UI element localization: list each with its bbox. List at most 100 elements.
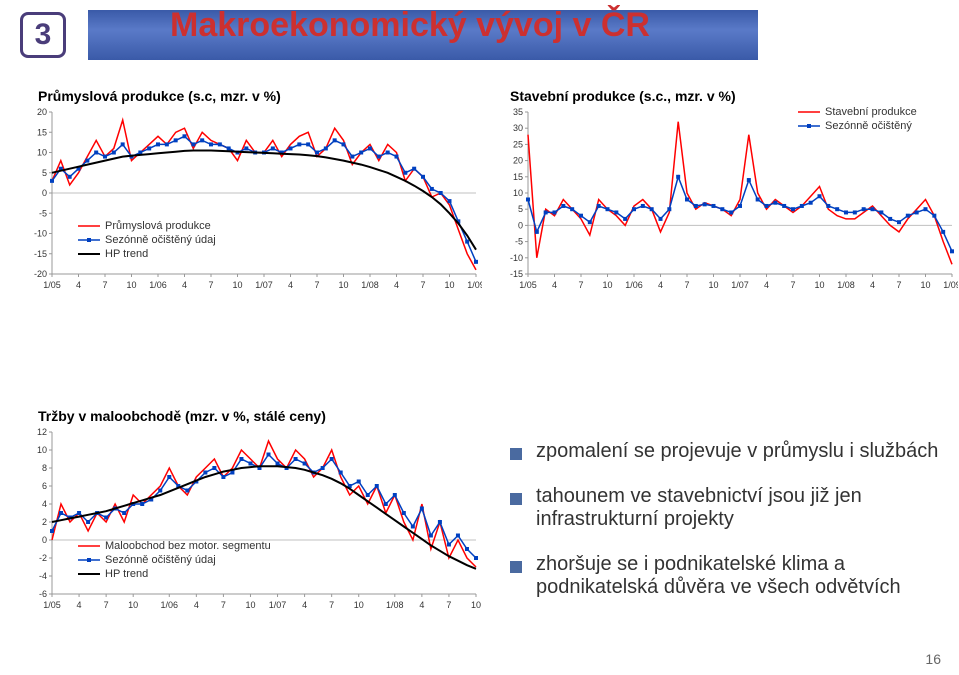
svg-text:15: 15: [513, 172, 523, 182]
svg-text:4: 4: [394, 280, 399, 290]
chart3: -6 -4 -2 0 2 4 6 8 10 12 1/05 4 7 10 1/06 4 7 10 1/07 4 7 10 1…: [22, 426, 482, 616]
svg-text:15: 15: [37, 127, 47, 137]
bullet-text: tahounem ve stavebnictví jsou již jen in…: [536, 485, 950, 531]
svg-text:7: 7: [578, 280, 583, 290]
bullet-marker: [510, 493, 522, 505]
svg-text:8: 8: [42, 463, 47, 473]
chart1-title: Průmyslová produkce (s.c, mzr. v %): [38, 88, 281, 104]
svg-text:10: 10: [37, 148, 47, 158]
svg-text:Stavební produkce: Stavební produkce: [825, 106, 917, 118]
svg-text:10: 10: [920, 280, 930, 290]
svg-text:7: 7: [446, 600, 451, 610]
bullet-item: zhoršuje se i podnikatelské klima a podn…: [510, 553, 950, 599]
svg-text:Maloobchod bez motor. segmentu: Maloobchod bez motor. segmentu: [105, 540, 271, 552]
svg-text:10: 10: [814, 280, 824, 290]
svg-text:5: 5: [42, 168, 47, 178]
svg-text:1/05: 1/05: [43, 600, 61, 610]
svg-text:1/08: 1/08: [837, 280, 855, 290]
svg-text:10: 10: [232, 280, 242, 290]
svg-text:10: 10: [37, 445, 47, 455]
svg-text:7: 7: [420, 280, 425, 290]
svg-text:Sezónně očištěný údaj: Sezónně očištěný údaj: [105, 554, 216, 566]
svg-text:0: 0: [518, 220, 523, 230]
bullet-text: zpomalení se projevuje v průmyslu i služ…: [536, 440, 938, 463]
svg-text:10: 10: [354, 600, 364, 610]
svg-text:7: 7: [102, 280, 107, 290]
svg-text:4: 4: [552, 280, 557, 290]
svg-text:4: 4: [42, 499, 47, 509]
svg-text:7: 7: [104, 600, 109, 610]
svg-text:4: 4: [302, 600, 307, 610]
svg-text:HP trend: HP trend: [105, 248, 148, 260]
svg-text:-2: -2: [39, 553, 47, 563]
svg-text:1/06: 1/06: [161, 600, 179, 610]
svg-text:25: 25: [513, 139, 523, 149]
svg-text:0: 0: [42, 188, 47, 198]
svg-text:7: 7: [208, 280, 213, 290]
svg-text:-10: -10: [34, 229, 47, 239]
svg-text:5: 5: [518, 204, 523, 214]
svg-text:1/07: 1/07: [255, 280, 273, 290]
bullet-text: zhoršuje se i podnikatelské klima a podn…: [536, 553, 950, 599]
svg-text:10: 10: [708, 280, 718, 290]
svg-text:1/05: 1/05: [519, 280, 537, 290]
page-number: 16: [925, 651, 941, 667]
svg-text:1/08: 1/08: [361, 280, 379, 290]
svg-text:10: 10: [126, 280, 136, 290]
chart2-title: Stavební produkce (s.c., mzr. v %): [510, 88, 736, 104]
svg-text:4: 4: [182, 280, 187, 290]
svg-text:1/07: 1/07: [731, 280, 749, 290]
svg-text:-15: -15: [510, 269, 523, 279]
svg-text:12: 12: [37, 427, 47, 437]
bullet-item: zpomalení se projevuje v průmyslu i služ…: [510, 440, 950, 463]
svg-text:30: 30: [513, 123, 523, 133]
svg-text:Sezónně očištěný údaj: Sezónně očištěný údaj: [105, 234, 216, 246]
svg-text:4: 4: [870, 280, 875, 290]
svg-text:7: 7: [684, 280, 689, 290]
svg-text:7: 7: [314, 280, 319, 290]
svg-text:10: 10: [128, 600, 138, 610]
svg-text:4: 4: [419, 600, 424, 610]
svg-text:Sezónně očištěný: Sezónně očištěný: [825, 120, 912, 132]
bullet-list: zpomalení se projevuje v průmyslu i služ…: [510, 440, 950, 621]
svg-text:7: 7: [790, 280, 795, 290]
svg-text:6: 6: [42, 481, 47, 491]
svg-text:-5: -5: [39, 208, 47, 218]
svg-text:-4: -4: [39, 571, 47, 581]
svg-text:-10: -10: [510, 253, 523, 263]
svg-text:-6: -6: [39, 589, 47, 599]
svg-text:10: 10: [513, 188, 523, 198]
bullet-item: tahounem ve stavebnictví jsou již jen in…: [510, 485, 950, 531]
svg-text:1/09: 1/09: [467, 280, 482, 290]
svg-text:2: 2: [42, 517, 47, 527]
chart3-title: Tržby v maloobchodě (mzr. v %, stálé cen…: [38, 408, 326, 424]
svg-text:10: 10: [245, 600, 255, 610]
svg-text:1/06: 1/06: [625, 280, 643, 290]
svg-text:20: 20: [37, 107, 47, 117]
chart1: -20-15-10-5051015201/0547101/0647101/074…: [22, 106, 482, 296]
page-title: Makroekonomický vývoj v ČR: [170, 6, 650, 45]
svg-text:4: 4: [194, 600, 199, 610]
svg-text:10: 10: [444, 280, 454, 290]
svg-text:0: 0: [42, 535, 47, 545]
svg-text:1/08: 1/08: [386, 600, 404, 610]
svg-text:10: 10: [338, 280, 348, 290]
svg-text:-5: -5: [515, 237, 523, 247]
bullet-marker: [510, 448, 522, 460]
svg-text:4: 4: [764, 280, 769, 290]
svg-text:1/07: 1/07: [269, 600, 287, 610]
svg-text:10: 10: [471, 600, 481, 610]
svg-text:35: 35: [513, 107, 523, 117]
chart2: -15-10-5051015202530351/0547101/0647101/…: [498, 106, 958, 296]
slide-number: 3: [20, 12, 66, 58]
svg-text:7: 7: [329, 600, 334, 610]
svg-text:4: 4: [288, 280, 293, 290]
svg-text:1/09: 1/09: [943, 280, 958, 290]
svg-text:-20: -20: [34, 269, 47, 279]
svg-text:7: 7: [221, 600, 226, 610]
svg-text:4: 4: [77, 600, 82, 610]
svg-text:1/05: 1/05: [43, 280, 61, 290]
svg-text:10: 10: [602, 280, 612, 290]
svg-text:4: 4: [658, 280, 663, 290]
svg-text:HP trend: HP trend: [105, 568, 148, 580]
